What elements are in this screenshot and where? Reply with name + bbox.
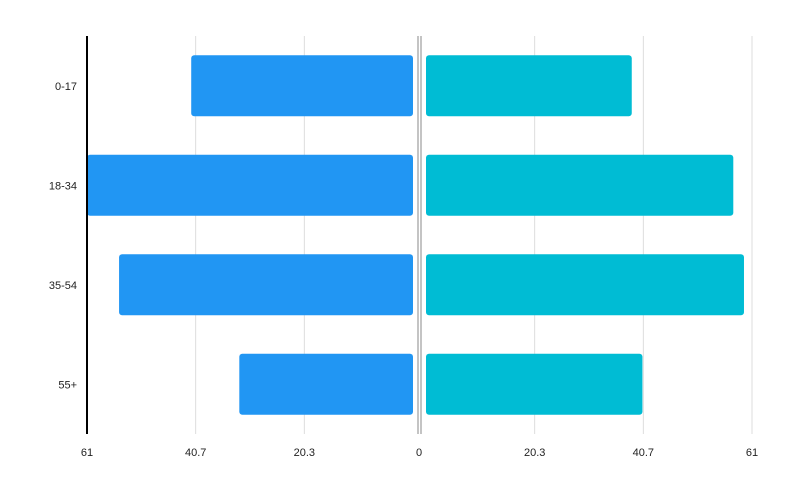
bar-left <box>119 254 413 316</box>
x-tick-label: 40.7 <box>185 447 206 459</box>
bar-left <box>191 55 413 117</box>
x-tick-label: 0 <box>416 447 422 459</box>
x-tick-label: 61 <box>746 447 758 459</box>
category-label: 0-17 <box>55 81 77 93</box>
x-tick-label: 40.7 <box>633 447 654 459</box>
bar-right <box>426 353 643 415</box>
category-label: 55+ <box>58 379 77 391</box>
bar-left <box>87 154 413 216</box>
x-tick-label: 20.3 <box>294 447 315 459</box>
bar-left <box>239 353 413 415</box>
category-label: 18-34 <box>49 180 77 192</box>
x-tick-label: 61 <box>81 447 93 459</box>
bar-right <box>426 55 632 117</box>
bar-right <box>426 154 734 216</box>
axes <box>86 36 422 434</box>
bar-right <box>426 254 744 316</box>
x-tick-label: 20.3 <box>524 447 545 459</box>
bars <box>87 55 744 415</box>
labels: 0-17 18-34 35-54 55+ 61 40.7 20.3 0 20.3 40.7 61 <box>49 81 758 459</box>
category-label: 35-54 <box>49 280 77 292</box>
